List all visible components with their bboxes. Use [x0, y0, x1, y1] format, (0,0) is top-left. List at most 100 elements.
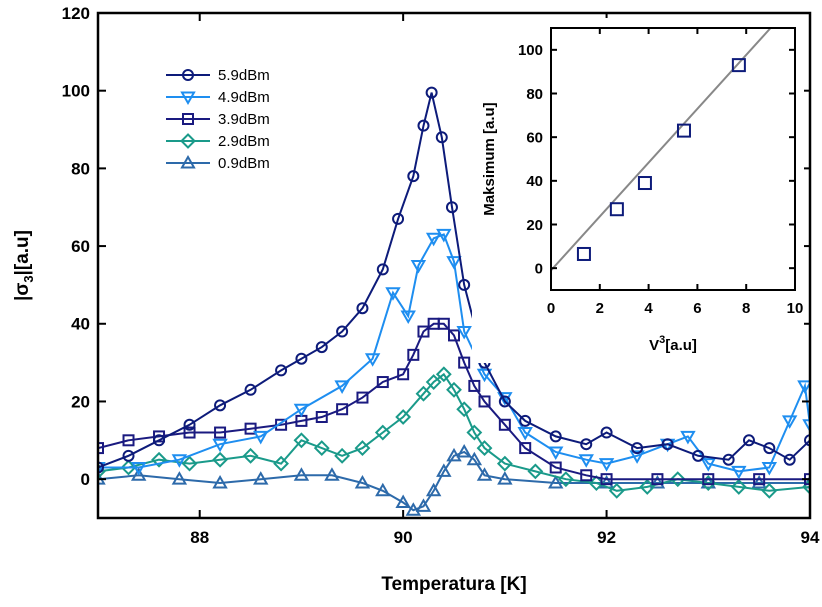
data-point	[781, 415, 798, 429]
data-point	[181, 455, 198, 472]
data-point	[410, 260, 427, 274]
main-y-axis-label: |σ3|[a.u]	[12, 230, 36, 301]
data-point	[761, 462, 778, 476]
inset-data-point	[609, 202, 624, 217]
data-point	[336, 325, 349, 338]
y-tick-label: 0	[535, 260, 543, 277]
legend-swatch-marker	[180, 154, 196, 169]
data-point	[212, 451, 228, 468]
data-point	[334, 380, 350, 394]
data-point	[354, 475, 371, 489]
data-point	[629, 450, 645, 464]
y-tick-label: 60	[71, 237, 90, 256]
main-plot-frame	[96, 11, 812, 520]
x-tick-label: 0	[547, 300, 555, 317]
data-point	[498, 395, 511, 408]
legend-label: 0.9dBm	[218, 155, 270, 172]
data-point	[315, 341, 328, 354]
data-point	[364, 353, 381, 367]
data-point	[649, 475, 666, 489]
data-point	[376, 263, 389, 276]
data-point	[519, 414, 532, 427]
data-point	[519, 442, 532, 455]
data-point	[631, 442, 644, 455]
data-point	[751, 475, 767, 489]
y-tick-label: 80	[526, 86, 543, 103]
data-point	[448, 329, 460, 342]
inset-background	[472, 18, 804, 363]
data-point	[742, 434, 755, 447]
y-tick-label: 20	[71, 392, 90, 411]
data-point	[700, 458, 717, 472]
inset-x-axis-label-superscript: 3	[659, 334, 665, 346]
data-point	[580, 469, 593, 482]
data-point	[458, 278, 471, 291]
data-point	[547, 446, 564, 460]
y-tick-label: 20	[526, 217, 543, 234]
data-point	[702, 473, 715, 486]
x-tick-label: 92	[597, 528, 616, 547]
fit-line	[551, 28, 772, 272]
data-point	[212, 438, 228, 453]
data-point	[722, 453, 735, 466]
legend-swatch-marker	[180, 133, 196, 149]
data-point	[446, 256, 462, 270]
data-point	[214, 426, 227, 439]
data-point	[354, 440, 371, 456]
data-point	[547, 475, 564, 489]
data-point	[598, 458, 615, 472]
data-point	[183, 426, 196, 439]
data-point	[395, 494, 411, 508]
data-point	[98, 462, 106, 476]
data-point	[425, 86, 438, 99]
data-point	[98, 442, 104, 455]
data-point	[375, 482, 391, 497]
data-point	[600, 473, 613, 486]
legend-label: 2.9dBm	[218, 133, 270, 150]
data-point	[761, 482, 778, 499]
main-y-axis-label-subscript: 3	[21, 275, 36, 282]
data-point	[214, 399, 227, 412]
series-5.9dBm	[98, 86, 810, 474]
x-tick-label: 2	[596, 300, 604, 317]
data-point	[435, 366, 452, 383]
data-point	[651, 473, 664, 486]
data-point	[497, 471, 513, 485]
data-point	[436, 463, 452, 477]
data-point	[797, 380, 810, 394]
y-tick-label: 40	[526, 173, 543, 190]
x-tick-label: 6	[693, 300, 701, 317]
legend-swatch-marker	[180, 91, 196, 106]
data-point	[356, 302, 369, 315]
data-point	[456, 401, 473, 418]
x-tick-label: 10	[787, 300, 804, 317]
inset-y-axis-label: Maksimum [a.u]	[481, 102, 498, 215]
y-tick-label: 60	[526, 129, 543, 146]
data-point	[122, 449, 135, 462]
data-point	[417, 325, 430, 338]
inset-data-point	[637, 176, 652, 191]
series-2.9dBm	[98, 366, 810, 499]
data-point	[253, 471, 269, 485]
data-point	[295, 352, 308, 365]
data-point	[407, 348, 420, 361]
data-point	[244, 422, 257, 435]
data-point	[374, 424, 391, 441]
y-tick-label: 100	[518, 42, 543, 59]
x-tick-label: 94	[801, 528, 820, 547]
legend: 5.9dBm 4.9dBm 3.9dBm 2.9dBm 0.9dBm	[166, 67, 270, 172]
data-point	[478, 395, 491, 408]
data-point	[183, 418, 196, 431]
y-tick-label: 120	[62, 4, 90, 23]
data-point	[376, 376, 389, 389]
y-tick-label: 100	[62, 82, 90, 101]
inset-x-axis-label-part: [a.u]	[665, 337, 697, 354]
data-point	[600, 426, 613, 439]
series-line	[98, 450, 810, 512]
data-point	[385, 287, 401, 301]
data-point	[425, 374, 442, 390]
